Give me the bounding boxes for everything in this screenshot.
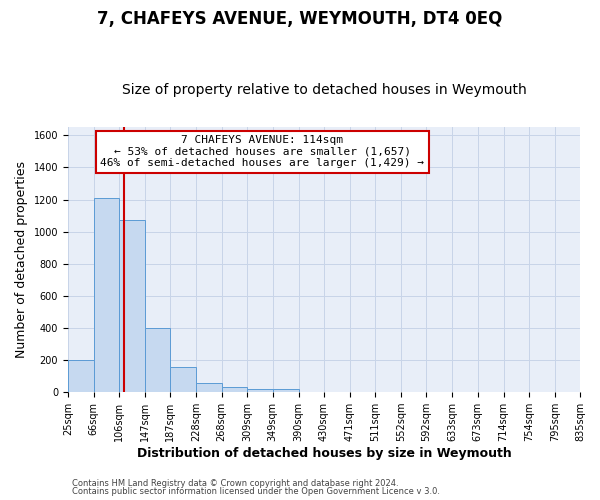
Bar bbox=[68, 360, 94, 392]
Text: Contains HM Land Registry data © Crown copyright and database right 2024.: Contains HM Land Registry data © Crown c… bbox=[72, 478, 398, 488]
Bar bbox=[170, 366, 196, 392]
Bar bbox=[196, 384, 221, 392]
Text: 7, CHAFEYS AVENUE, WEYMOUTH, DT4 0EQ: 7, CHAFEYS AVENUE, WEYMOUTH, DT4 0EQ bbox=[97, 10, 503, 28]
Bar bbox=[119, 220, 145, 392]
X-axis label: Distribution of detached houses by size in Weymouth: Distribution of detached houses by size … bbox=[137, 447, 511, 460]
Bar bbox=[94, 198, 119, 392]
Bar bbox=[247, 389, 273, 392]
Bar bbox=[273, 389, 299, 392]
Bar bbox=[145, 328, 170, 392]
Text: 7 CHAFEYS AVENUE: 114sqm
← 53% of detached houses are smaller (1,657)
46% of sem: 7 CHAFEYS AVENUE: 114sqm ← 53% of detach… bbox=[100, 136, 424, 168]
Bar bbox=[221, 388, 247, 392]
Y-axis label: Number of detached properties: Number of detached properties bbox=[15, 162, 28, 358]
Text: Contains public sector information licensed under the Open Government Licence v : Contains public sector information licen… bbox=[72, 487, 440, 496]
Title: Size of property relative to detached houses in Weymouth: Size of property relative to detached ho… bbox=[122, 83, 526, 97]
